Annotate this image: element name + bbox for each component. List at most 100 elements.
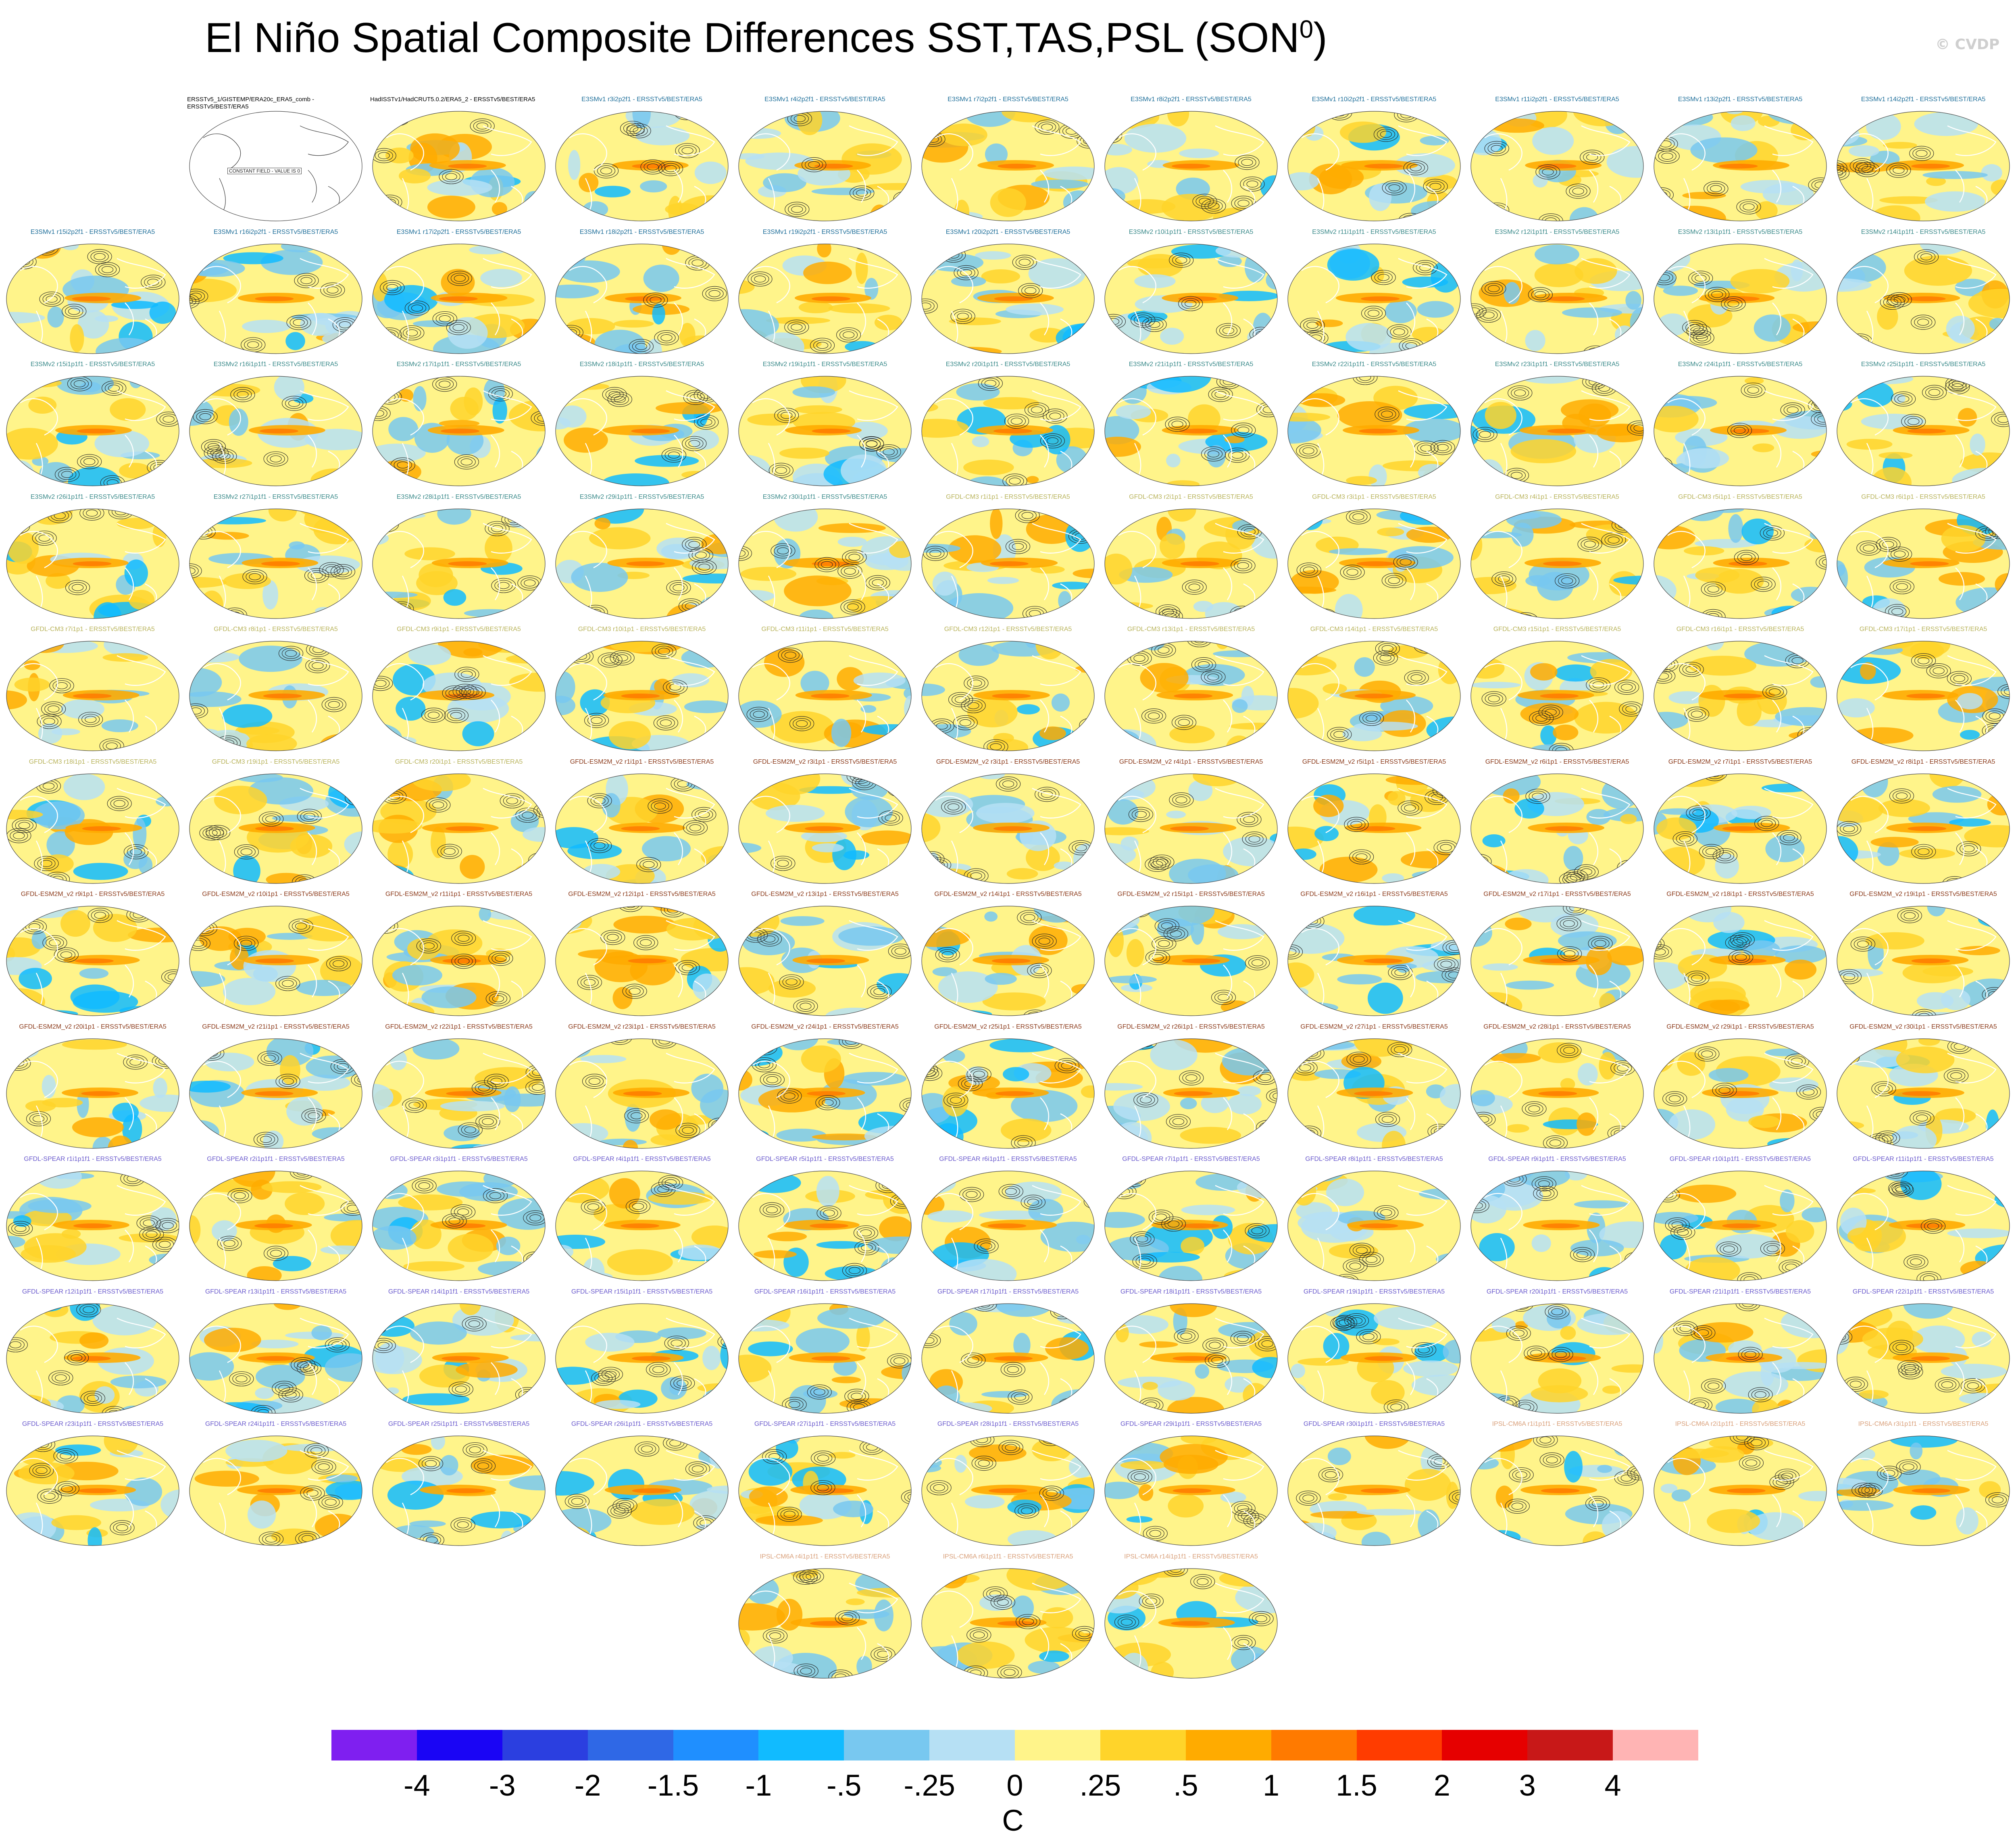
map-panel: [738, 1568, 912, 1679]
panel-title: GFDL-SPEAR r28i1p1f1 - ERSSTv5/BEST/ERA5: [937, 1421, 1079, 1427]
map-panel: [738, 111, 912, 221]
panel-title: GFDL-CM3 r18i1p1 - ERSSTv5/BEST/ERA5: [29, 758, 157, 765]
panel-title: E3SMv2 r14i1p1f1 - ERSSTv5/BEST/ERA5: [1861, 228, 1986, 235]
model-panel: E3SMv2 r30i1p1f1 - ERSSTv5/BEST/ERA5: [736, 494, 914, 623]
panel-title: E3SMv1 r19i2p2f1 - ERSSTv5/BEST/ERA5: [762, 228, 887, 235]
model-panel: GFDL-ESM2M_v2 r27i1p1 - ERSSTv5/BEST/ERA…: [1285, 1023, 1463, 1152]
panel-title: GFDL-SPEAR r18i1p1f1 - ERSSTv5/BEST/ERA5: [1120, 1288, 1262, 1295]
model-panel: GFDL-CM3 r16i1p1 - ERSSTv5/BEST/ERA5: [1652, 626, 1829, 755]
panel-title: GFDL-SPEAR r30i1p1f1 - ERSSTv5/BEST/ERA5: [1303, 1421, 1445, 1427]
model-panel: GFDL-CM3 r10i1p1 - ERSSTv5/BEST/ERA5: [553, 626, 731, 755]
panel-title: E3SMv1 r11i2p2f1 - ERSSTv5/BEST/ERA5: [1495, 96, 1619, 103]
model-panel: GFDL-SPEAR r10i1p1f1 - ERSSTv5/BEST/ERA5: [1652, 1156, 1829, 1285]
panel-title: GFDL-SPEAR r8i1p1f1 - ERSSTv5/BEST/ERA5: [1305, 1156, 1443, 1163]
model-panel: E3SMv2 r19i1p1f1 - ERSSTv5/BEST/ERA5: [736, 361, 914, 490]
panel-title: E3SMv2 r11i1p1f1 - ERSSTv5/BEST/ERA5: [1312, 228, 1436, 235]
model-panel: GFDL-SPEAR r25i1p1f1 - ERSSTv5/BEST/ERA5: [370, 1421, 548, 1550]
model-panel: GFDL-SPEAR r6i1p1f1 - ERSSTv5/BEST/ERA5: [919, 1156, 1097, 1285]
title-main: El Niño Spatial Composite Differences SS…: [205, 15, 1300, 61]
model-panel: E3SMv1 r7i2p2f1 - ERSSTv5/BEST/ERA5: [919, 96, 1097, 225]
model-panel: GFDL-CM3 r8i1p1 - ERSSTv5/BEST/ERA5: [187, 626, 364, 755]
panel-title: E3SMv2 r30i1p1f1 - ERSSTv5/BEST/ERA5: [762, 493, 887, 500]
model-panel: GFDL-ESM2M_v2 r23i1p1 - ERSSTv5/BEST/ERA…: [553, 1023, 731, 1152]
map-panel: [1104, 1303, 1278, 1414]
model-panel: GFDL-SPEAR r22i1p1f1 - ERSSTv5/BEST/ERA5: [1835, 1288, 2012, 1417]
model-panel: GFDL-ESM2M_v2 r19i1p1 - ERSSTv5/BEST/ERA…: [1835, 891, 2012, 1020]
model-panel: E3SMv1 r8i2p2f1 - ERSSTv5/BEST/ERA5: [1102, 96, 1280, 225]
constant-field-note: CONSTANT FIELD - VALUE IS 0: [227, 168, 302, 174]
colorbar-swatch: [1015, 1730, 1100, 1760]
model-panel: GFDL-ESM2M_v2 r12i1p1 - ERSSTv5/BEST/ERA…: [553, 891, 731, 1020]
colorbar: [331, 1730, 1698, 1760]
map-panel: [738, 641, 912, 751]
map-panel: [372, 906, 546, 1016]
panel-title: GFDL-SPEAR r16i1p1f1 - ERSSTv5/BEST/ERA5: [754, 1288, 896, 1295]
model-panel: GFDL-ESM2M_v2 r17i1p1 - ERSSTv5/BEST/ERA…: [1468, 891, 1646, 1020]
map-panel: [738, 1038, 912, 1149]
map-panel: [1837, 1038, 2010, 1149]
map-panel: [189, 1303, 362, 1414]
panel-title: GFDL-CM3 r6i1p1 - ERSSTv5/BEST/ERA5: [1861, 493, 1985, 500]
map-panel: [921, 508, 1095, 619]
model-panel: GFDL-ESM2M_v2 r6i1p1 - ERSSTv5/BEST/ERA5: [1468, 758, 1646, 888]
model-panel: GFDL-ESM2M_v2 r21i1p1 - ERSSTv5/BEST/ERA…: [187, 1023, 364, 1152]
model-panel: GFDL-ESM2M_v2 r26i1p1 - ERSSTv5/BEST/ERA…: [1102, 1023, 1280, 1152]
map-panel: [921, 906, 1095, 1016]
panel-title: GFDL-ESM2M_v2 r14i1p1 - ERSSTv5/BEST/ERA…: [934, 891, 1082, 898]
map-panel: [1654, 773, 1827, 884]
model-panel: GFDL-ESM2M_v2 r16i1p1 - ERSSTv5/BEST/ERA…: [1285, 891, 1463, 1020]
map-panel: [189, 1038, 362, 1149]
model-panel: GFDL-ESM2M_v2 r3i1p1 - ERSSTv5/BEST/ERA5: [736, 758, 914, 888]
map-panel: [1104, 1435, 1278, 1546]
model-panel: E3SMv2 r28i1p1f1 - ERSSTv5/BEST/ERA5: [370, 494, 548, 623]
panel-title: GFDL-ESM2M_v2 r17i1p1 - ERSSTv5/BEST/ERA…: [1483, 891, 1631, 898]
map-panel: [1654, 1303, 1827, 1414]
model-panel: E3SMv2 r13i1p1f1 - ERSSTv5/BEST/ERA5: [1652, 229, 1829, 358]
map-panel: [189, 641, 362, 751]
panel-title: E3SMv1 r10i2p2f1 - ERSSTv5/BEST/ERA5: [1312, 96, 1437, 103]
model-panel: GFDL-SPEAR r26i1p1f1 - ERSSTv5/BEST/ERA5: [553, 1421, 731, 1550]
map-panel: [189, 376, 362, 486]
map-panel: [1287, 243, 1461, 354]
map-panel: [555, 641, 729, 751]
model-panel: GFDL-SPEAR r8i1p1f1 - ERSSTv5/BEST/ERA5: [1285, 1156, 1463, 1285]
colorbar-swatch: [758, 1730, 844, 1760]
map-panel: [1470, 1038, 1644, 1149]
panel-title: E3SMv1 r16i2p2f1 - ERSSTv5/BEST/ERA5: [213, 228, 338, 235]
model-panel: GFDL-ESM2M_v2 r28i1p1 - ERSSTv5/BEST/ERA…: [1468, 1023, 1646, 1152]
panel-title: E3SMv2 r23i1p1f1 - ERSSTv5/BEST/ERA5: [1495, 361, 1620, 368]
map-panel: [1837, 508, 2010, 619]
panel-title: E3SMv2 r25i1p1f1 - ERSSTv5/BEST/ERA5: [1861, 361, 1986, 368]
map-panel: [1837, 243, 2010, 354]
title-superscript: 0: [1299, 15, 1314, 44]
panel-title: GFDL-SPEAR r1i1p1f1 - ERSSTv5/BEST/ERA5: [24, 1156, 162, 1163]
model-panel: GFDL-CM3 r4i1p1 - ERSSTv5/BEST/ERA5: [1468, 494, 1646, 623]
panel-title: E3SMv1 r20i2p2f1 - ERSSTv5/BEST/ERA5: [946, 228, 1070, 235]
model-panel: E3SMv1 r13i2p2f1 - ERSSTv5/BEST/ERA5: [1652, 96, 1829, 225]
map-panel: [6, 376, 179, 486]
map-panel: [1654, 1171, 1827, 1281]
map-panel: [1837, 1171, 2010, 1281]
colorbar-tick-label: 1: [1263, 1769, 1280, 1802]
panel-title: GFDL-ESM2M_v2 r23i1p1 - ERSSTv5/BEST/ERA…: [568, 1023, 716, 1030]
panel-title: GFDL-ESM2M_v2 r25i1p1 - ERSSTv5/BEST/ERA…: [934, 1023, 1082, 1030]
panel-title: GFDL-CM3 r20i1p1 - ERSSTv5/BEST/ERA5: [395, 758, 523, 765]
colorbar-labels: -4 -3 -2 -1.5 -1 -.5 -.25 0 .25 .5 1 1.5 2 3 4: [0, 1768, 2016, 1804]
colorbar-swatch: [1613, 1730, 1698, 1760]
map-panel: [921, 1171, 1095, 1281]
model-panel: IPSL-CM6A r14i1p1f1 - ERSSTv5/BEST/ERA5: [1102, 1553, 1280, 1682]
model-panel: GFDL-SPEAR r11i1p1f1 - ERSSTv5/BEST/ERA5: [1835, 1156, 2012, 1285]
panel-title: IPSL-CM6A r2i1p1f1 - ERSSTv5/BEST/ERA5: [1675, 1421, 1806, 1427]
panel-title: GFDL-CM3 r8i1p1 - ERSSTv5/BEST/ERA5: [214, 626, 338, 633]
map-panel: [555, 1303, 729, 1414]
map-panel: [1654, 243, 1827, 354]
panel-title: GFDL-ESM2M_v2 r13i1p1 - ERSSTv5/BEST/ERA…: [751, 891, 899, 898]
model-panel: GFDL-CM3 r3i1p1 - ERSSTv5/BEST/ERA5: [1285, 494, 1463, 623]
model-panel: GFDL-ESM2M_v2 r15i1p1 - ERSSTv5/BEST/ERA…: [1102, 891, 1280, 1020]
colorbar-swatch: [1527, 1730, 1613, 1760]
map-panel: [1837, 1303, 2010, 1414]
map-panel: [738, 243, 912, 354]
map-panel: [921, 1568, 1095, 1679]
panel-title: GFDL-SPEAR r11i1p1f1 - ERSSTv5/BEST/ERA5: [1853, 1156, 1994, 1163]
panel-title: GFDL-ESM2M_v2 r9i1p1 - ERSSTv5/BEST/ERA5: [21, 891, 165, 898]
